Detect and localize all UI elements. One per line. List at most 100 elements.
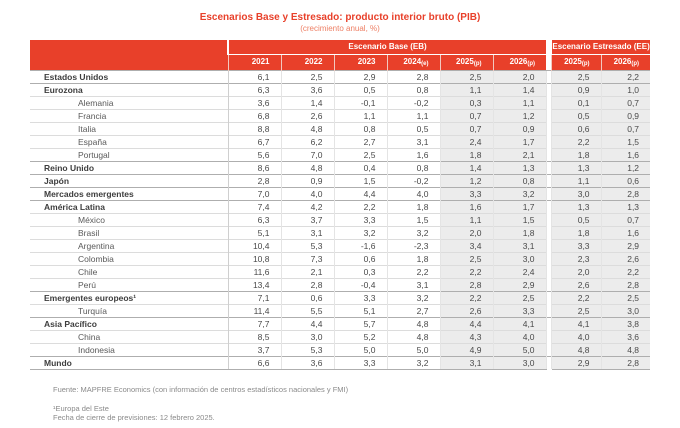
row-label: Asia Pacífico [30, 317, 228, 331]
year-label: 2025 [456, 57, 474, 66]
source-note: Fuente: MAPFRE Economics (con informació… [53, 385, 349, 394]
value-cell: 6,3 [227, 213, 281, 227]
value-cell: 1,6 [600, 148, 651, 162]
table-heading: Escenarios Base y Estresado: producto in… [0, 0, 680, 33]
year-header: 2021 [227, 54, 281, 71]
table-row: Turquía 11,4 5,5 5,1 2,7 2,6 3,3 2,5 3,0 [30, 304, 651, 318]
value-cell: 6,1 [227, 70, 281, 84]
value-cell: -0,1 [333, 96, 387, 110]
value-cell: 0,9 [280, 174, 334, 188]
value-cell: 4,8 [280, 122, 334, 136]
value-cell: 2,1 [280, 265, 334, 279]
value-cell: 6,8 [227, 109, 281, 123]
value-cell: 5,2 [333, 330, 387, 344]
value-cell: 5,0 [386, 343, 440, 357]
value-cell: 8,8 [227, 122, 281, 136]
year-label: 2021 [251, 57, 270, 66]
value-cell: 3,0 [492, 356, 547, 370]
year-suffix: (p) [581, 61, 590, 67]
value-cell: 0,7 [600, 96, 651, 110]
value-cell: 2,2 [439, 291, 493, 305]
table-row: China 8,5 3,0 5,2 4,8 4,3 4,0 4,0 3,6 [30, 330, 651, 344]
value-cell: 0,4 [333, 161, 387, 175]
table-row: Eurozona 6,3 3,6 0,5 0,8 1,1 1,4 0,9 1,0 [30, 83, 651, 97]
table-row: Francia 6,8 2,6 1,1 1,1 0,7 1,2 0,5 0,9 [30, 109, 651, 123]
row-label: Reino Unido [30, 161, 228, 175]
value-cell: 7,0 [280, 148, 334, 162]
row-label: América Latina [30, 200, 228, 214]
row-label: Indonesia [30, 343, 228, 357]
value-cell: 3,3 [333, 356, 387, 370]
table-row: Japón 2,8 0,9 1,5 -0,2 1,2 0,8 1,1 0,6 [30, 174, 651, 188]
value-cell: 0,9 [600, 109, 651, 123]
value-cell: 4,0 [386, 187, 440, 201]
value-cell: 1,4 [439, 161, 493, 175]
value-cell: 2,8 [227, 174, 281, 188]
value-cell: 3,1 [386, 135, 440, 149]
value-cell: 1,5 [386, 213, 440, 227]
year-header: 2022 [280, 54, 334, 71]
value-cell: 1,6 [600, 226, 651, 240]
value-cell: 4,0 [280, 187, 334, 201]
value-cell: 2,6 [280, 109, 334, 123]
value-cell: 2,7 [333, 135, 387, 149]
value-cell: 6,2 [280, 135, 334, 149]
year-label: 2026 [509, 57, 528, 66]
value-cell: 2,8 [280, 278, 334, 292]
value-cell: 5,0 [492, 343, 547, 357]
row-label: Mundo [30, 356, 228, 370]
year-label: 2022 [304, 57, 323, 66]
value-cell: 5,3 [280, 343, 334, 357]
value-cell: 7,0 [227, 187, 281, 201]
value-cell: 1,3 [492, 161, 547, 175]
value-cell: 2,2 [386, 265, 440, 279]
value-cell: 2,5 [439, 70, 493, 84]
value-cell: 4,4 [439, 317, 493, 331]
value-cell: 4,8 [600, 343, 651, 357]
value-cell: 1,8 [386, 252, 440, 266]
value-cell: 11,6 [227, 265, 281, 279]
value-cell: 7,1 [227, 291, 281, 305]
value-cell: 1,5 [492, 213, 547, 227]
row-label: Estados Unidos [30, 70, 228, 84]
value-cell: 0,8 [386, 161, 440, 175]
value-cell: 1,7 [492, 135, 547, 149]
table-row: México 6,3 3,7 3,3 1,5 1,1 1,5 0,5 0,7 [30, 213, 651, 227]
value-cell: 1,1 [550, 174, 602, 188]
value-cell: 0,8 [492, 174, 547, 188]
year-label: 2025 [564, 57, 582, 66]
row-label: Perú [30, 278, 228, 292]
value-cell: 4,8 [386, 317, 440, 331]
value-cell: 2,5 [333, 148, 387, 162]
value-cell: 5,3 [280, 239, 334, 253]
value-cell: 3,4 [439, 239, 493, 253]
value-cell: 1,8 [550, 226, 602, 240]
value-cell: -0,4 [333, 278, 387, 292]
value-cell: 1,5 [600, 135, 651, 149]
value-cell: 3,3 [333, 213, 387, 227]
value-cell: 4,0 [550, 330, 602, 344]
value-cell: 1,1 [439, 213, 493, 227]
value-cell: 4,4 [333, 187, 387, 201]
value-cell: 7,3 [280, 252, 334, 266]
value-cell: 3,6 [280, 356, 334, 370]
value-cell: 2,5 [280, 70, 334, 84]
value-cell: 5,1 [333, 304, 387, 318]
row-label: Emergentes europeos¹ [30, 291, 228, 305]
table-row: Chile 11,6 2,1 0,3 2,2 2,2 2,4 2,0 2,2 [30, 265, 651, 279]
year-header: 2024(e) [386, 54, 440, 71]
value-cell: 10,4 [227, 239, 281, 253]
value-cell: 4,9 [439, 343, 493, 357]
value-cell: 3,7 [227, 343, 281, 357]
year-suffix: (p) [527, 61, 536, 67]
table-row: Italia 8,8 4,8 0,8 0,5 0,7 0,9 0,6 0,7 [30, 122, 651, 136]
footnote-1: ¹Europa del Este [53, 404, 109, 413]
year-header: 2026(p) [600, 54, 651, 71]
value-cell: 0,7 [600, 122, 651, 136]
year-header: 2026(p) [492, 54, 547, 71]
value-cell: 1,1 [386, 109, 440, 123]
value-cell: 4,1 [550, 317, 602, 331]
value-cell: 5,6 [227, 148, 281, 162]
value-cell: 3,2 [386, 226, 440, 240]
value-cell: 0,9 [492, 122, 547, 136]
